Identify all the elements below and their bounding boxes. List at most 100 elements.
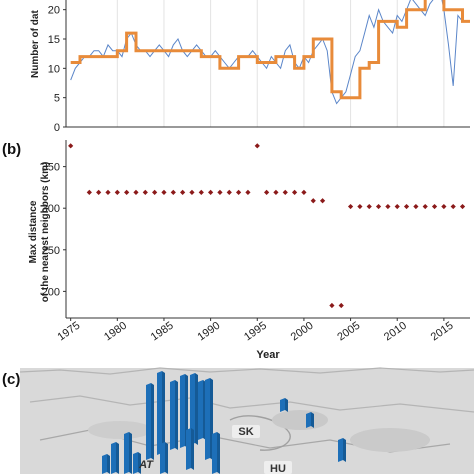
- panel-a-step-series-line: [70, 0, 470, 100]
- panel-b-point: [86, 189, 92, 196]
- map-column-bar-side: [107, 454, 110, 474]
- panel-b-point: [301, 189, 307, 196]
- panel-b-point: [236, 189, 242, 196]
- map-relief: [350, 428, 430, 452]
- map-column-bar: [157, 371, 162, 455]
- panel-b-point: [226, 189, 232, 196]
- panel-b-point: [291, 189, 298, 196]
- panel-b-point: [459, 203, 466, 210]
- map-border-line: [19, 367, 474, 375]
- map-column-bar: [212, 432, 217, 474]
- panel-b-point: [422, 203, 428, 210]
- panel-a-chart: 0 5 10 15 20 Number of dat: [30, 0, 470, 134]
- panel-b-x-tick-label: 1980: [102, 320, 129, 344]
- panel-a-y-tick-label: 0: [54, 122, 60, 134]
- map-column-bar-side: [151, 383, 154, 460]
- country-label-at: AT: [138, 459, 154, 471]
- panel-b-point: [329, 302, 335, 309]
- panel-b-x-axis-label: Year: [256, 349, 280, 361]
- panel-b-point: [310, 198, 316, 204]
- map-column-bar-side: [343, 438, 346, 462]
- map-border-line: [29, 395, 474, 413]
- map-background: [20, 368, 474, 474]
- panel-b-x-tick-label: 1990: [195, 320, 222, 344]
- panel-b-point: [114, 189, 120, 196]
- panel-a-y-tick-label: 15: [48, 34, 60, 46]
- panel-b-x-tick-label: 1985: [149, 320, 176, 344]
- map-column-bar: [186, 428, 191, 470]
- panel-b-y-axis-label-line1: Max distance: [28, 200, 39, 263]
- country-label-box-sk: [232, 425, 260, 438]
- map-column-bar: [306, 412, 311, 428]
- panel-b-chart: (b) 200 250 300 350 1975 1980 1985 1990 1995 200…: [2, 140, 470, 361]
- panel-b-point: [394, 203, 400, 210]
- panel-c-bars: [102, 371, 346, 474]
- map-column-bar: [124, 432, 129, 474]
- map-column-bar: [180, 374, 185, 448]
- panel-b-point: [273, 189, 279, 196]
- panel-b-x-tick-label: 1975: [55, 320, 82, 344]
- panel-b-point: [319, 198, 326, 204]
- map-column-bar-side: [175, 380, 178, 450]
- panel-b-point: [254, 143, 260, 149]
- panel-b-points: [68, 143, 466, 309]
- panel-b-point: [431, 203, 438, 210]
- map-column-bar-side: [285, 398, 288, 412]
- panel-b-point: [366, 203, 372, 210]
- panel-b-point: [413, 203, 419, 210]
- panel-a-y-tick-label: 10: [48, 63, 60, 75]
- panel-b-point: [208, 189, 214, 196]
- map-column-bar: [190, 373, 195, 445]
- panel-b-point: [142, 189, 148, 196]
- panel-b-point: [347, 203, 354, 210]
- panel-a-gridlines: [116, 0, 445, 127]
- panel-b-point: [217, 189, 223, 196]
- map-column-bar: [133, 452, 138, 474]
- map-column-bar-side: [311, 412, 314, 428]
- map-column-bar: [205, 378, 210, 460]
- map-column-bar-side: [116, 442, 119, 474]
- panel-a-y-axis-label: Number of dat: [30, 10, 41, 78]
- map-column-bar-side: [217, 432, 220, 474]
- map-column-bar: [160, 442, 165, 474]
- panel-c-map: SK AT HU (c): [2, 367, 474, 474]
- map-column-bar: [111, 442, 116, 474]
- panel-b-point: [124, 189, 130, 196]
- map-relief: [272, 410, 328, 430]
- panel-b-point: [375, 203, 382, 210]
- panel-b-point: [180, 189, 186, 196]
- panel-b-label: (b): [2, 141, 21, 158]
- map-column-bar: [146, 383, 151, 460]
- panel-b-point: [338, 302, 344, 309]
- map-column-bar: [198, 380, 203, 440]
- panel-b-point: [357, 203, 363, 210]
- panel-b-point: [385, 203, 391, 210]
- panel-b-x-ticks: 1975 1980 1985 1990 1995 2000 2005 2010 2015: [55, 318, 456, 344]
- panel-b-point: [152, 189, 158, 196]
- panel-b-point: [170, 189, 176, 196]
- panel-b-point: [133, 189, 139, 196]
- panel-b-y-ticks: 200 250 300 350: [42, 162, 66, 298]
- panel-a-y-tick-label: 20: [48, 5, 60, 17]
- map-relief: [88, 421, 152, 439]
- panel-b-point: [245, 189, 251, 196]
- map-column-bar: [102, 454, 107, 474]
- panel-b-point: [403, 203, 410, 210]
- panel-b-point: [450, 203, 456, 210]
- map-column-bar-side: [165, 442, 168, 474]
- panel-b-y-axis-label-line2: of the nearest neighbors (km): [40, 162, 51, 303]
- map-column-bar: [338, 438, 343, 462]
- panel-b-point: [198, 189, 204, 196]
- country-label-box-hu: [264, 461, 292, 474]
- panel-b-point: [441, 203, 447, 210]
- panel-b-x-tick-label: 2000: [289, 320, 316, 344]
- panel-b-x-tick-label: 2005: [335, 320, 362, 344]
- panel-a-y-tick-label: 5: [54, 93, 60, 105]
- map-column-bar-side: [138, 452, 141, 474]
- map-column-bar-side: [162, 371, 165, 455]
- panel-b-y-tick-label: 200: [42, 286, 60, 298]
- map-column-bar: [170, 380, 175, 450]
- map-column-bar-side: [129, 432, 132, 474]
- panel-b-point: [105, 189, 111, 196]
